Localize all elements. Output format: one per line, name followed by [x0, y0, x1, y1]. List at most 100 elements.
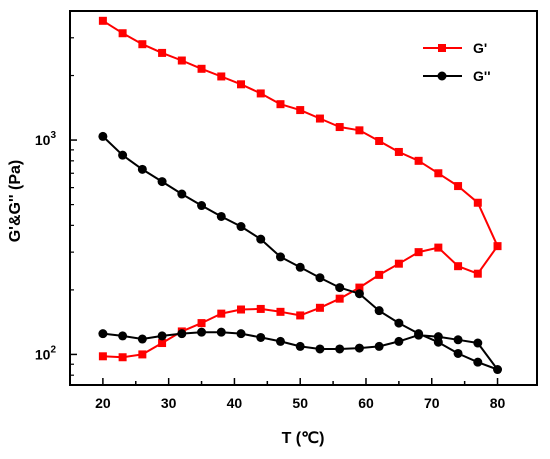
g-double-prime-point: [157, 331, 167, 341]
g-double-prime-point: [216, 327, 226, 337]
g-prime-point: [276, 307, 285, 316]
g-double-prime-point: [453, 335, 463, 345]
g-prime-point: [197, 319, 206, 328]
g-prime-point: [355, 283, 364, 292]
g-prime-point: [493, 242, 502, 251]
g-double-prime-point: [354, 343, 364, 353]
g-prime-series: [98, 16, 502, 362]
g-prime-point: [276, 100, 285, 109]
y-tick-base: 10: [35, 346, 51, 362]
g-prime-point: [394, 259, 403, 268]
g-prime-point: [158, 339, 167, 348]
plot-area: [98, 16, 503, 375]
y-tick-label: 103: [35, 130, 57, 148]
g-prime-point: [315, 303, 324, 312]
g-prime-point: [375, 136, 384, 145]
g-prime-point: [454, 262, 463, 271]
g-prime-point: [434, 243, 443, 252]
g-double-prime-point: [414, 330, 424, 340]
legend-label: G': [473, 40, 487, 56]
g-prime-point: [98, 16, 107, 25]
g-prime-point: [355, 126, 364, 135]
g-prime-point: [197, 64, 206, 73]
g-double-prime-point: [295, 341, 305, 351]
x-tick-label: 80: [490, 395, 506, 411]
g-double-prime-point: [118, 150, 128, 160]
x-tick-label: 50: [292, 395, 308, 411]
g-prime-point: [237, 305, 246, 314]
g-double-prime-point: [98, 131, 108, 141]
g-double-prime-point: [453, 348, 463, 358]
y-tick-exponent: 3: [50, 130, 56, 141]
g-prime-point: [256, 304, 265, 313]
x-axis: 20 30 40 50 60 70 80: [95, 378, 506, 411]
g-double-prime-point: [374, 341, 384, 351]
g-double-prime-point: [473, 338, 483, 348]
g-double-prime-point: [335, 344, 345, 354]
legend-label: G'': [473, 68, 491, 84]
g-double-prime-point: [177, 329, 187, 339]
y-tick-base: 10: [35, 132, 51, 148]
g-double-prime-point: [256, 234, 266, 244]
g-prime-point: [217, 309, 226, 318]
legend-item-g-prime: G': [423, 40, 487, 56]
x-tick-label: 70: [424, 395, 440, 411]
g-double-prime-point: [335, 283, 345, 293]
g-double-prime-point: [118, 331, 128, 341]
g-double-prime-point: [473, 357, 483, 367]
g-double-prime-point: [493, 365, 503, 375]
g-prime-point: [296, 106, 305, 115]
g-prime-point: [473, 269, 482, 278]
g-double-prime-point: [236, 329, 246, 339]
g-prime-point: [177, 56, 186, 65]
g-double-prime-point: [275, 336, 285, 346]
legend-marker: [437, 71, 447, 81]
x-tick-label: 20: [95, 395, 111, 411]
g-prime-point: [138, 40, 147, 49]
g-prime-point: [414, 248, 423, 257]
g-prime-point: [414, 156, 423, 165]
x-axis-title: T (℃): [282, 430, 325, 447]
g-double-prime-point: [98, 329, 108, 339]
g-prime-point: [375, 270, 384, 279]
g-double-prime-point: [295, 262, 305, 272]
g-double-prime-point: [315, 273, 325, 283]
g-double-prime-point: [197, 201, 207, 211]
g-prime-line: [102, 19, 499, 359]
legend-marker: [438, 44, 446, 52]
g-prime-point: [138, 350, 147, 359]
g-prime-point: [296, 311, 305, 320]
g-prime-point: [315, 114, 324, 123]
g-double-prime-point: [354, 289, 364, 299]
x-tick-label: 40: [227, 395, 243, 411]
g-double-prime-point: [177, 189, 187, 199]
g-double-prime-series: [98, 131, 503, 375]
g-prime-point: [473, 198, 482, 207]
g-double-prime-point: [137, 334, 147, 344]
g-double-prime-point: [433, 332, 443, 342]
g-double-prime-point: [275, 252, 285, 262]
g-prime-point: [158, 48, 167, 57]
g-prime-point: [256, 89, 265, 98]
g-prime-point: [335, 294, 344, 303]
g-prime-point: [394, 147, 403, 156]
g-prime-point: [118, 353, 127, 362]
g-prime-point: [118, 29, 127, 38]
legend-item-g-double-prime: G'': [423, 68, 491, 84]
g-prime-point: [98, 352, 107, 361]
g-double-prime-point: [157, 177, 167, 187]
legend: G' G'': [423, 40, 491, 84]
g-double-prime-point: [216, 211, 226, 221]
g-double-prime-point: [256, 332, 266, 342]
y-axis-title: G'&G'' (Pa): [7, 160, 24, 243]
g-double-prime-point: [137, 164, 147, 174]
g-prime-point: [434, 169, 443, 178]
y-tick-exponent: 2: [50, 344, 56, 355]
g-prime-point: [454, 182, 463, 191]
g-double-prime-point: [394, 336, 404, 346]
g-prime-point: [335, 123, 344, 132]
y-tick-label: 102: [35, 344, 57, 362]
g-prime-point: [217, 72, 226, 81]
